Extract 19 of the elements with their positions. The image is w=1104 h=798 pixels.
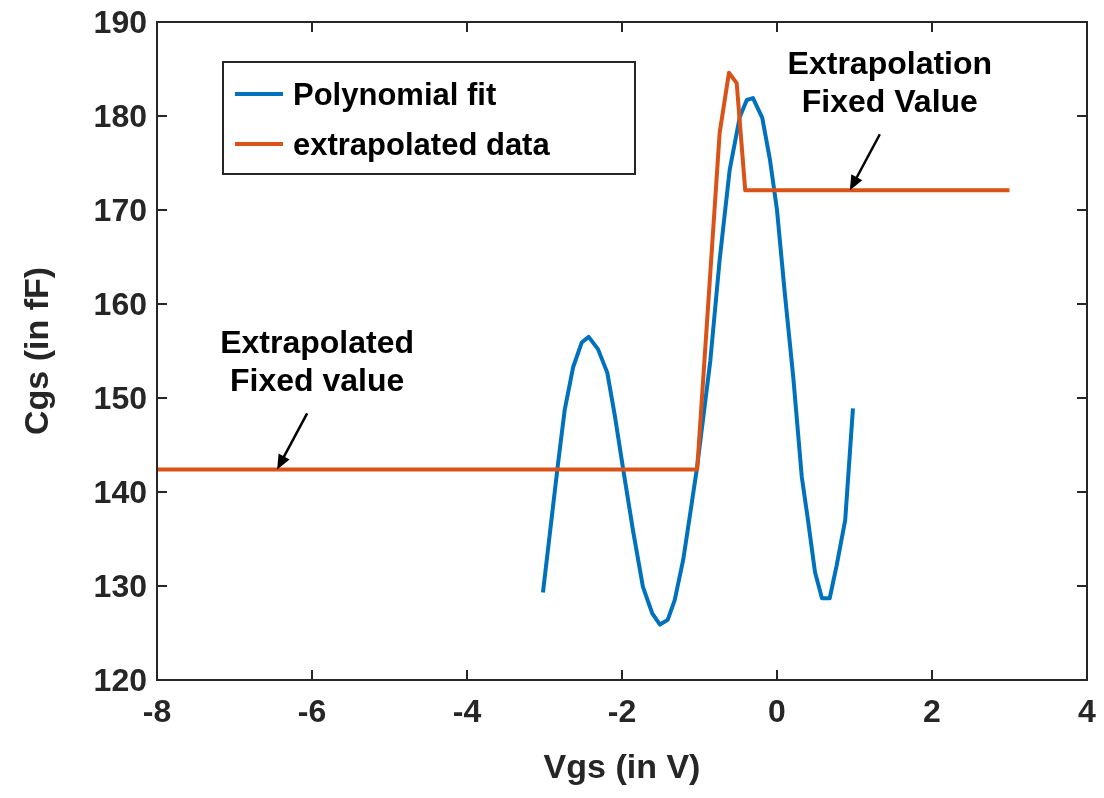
x-tick-label: 2 [923, 693, 941, 729]
y-tick-label: 170 [93, 192, 147, 228]
y-axis-title: Cgs (in fF) [17, 266, 55, 436]
legend-label: extrapolated data [293, 127, 551, 162]
y-tick-label: 130 [93, 568, 147, 604]
x-tick-label: -2 [607, 693, 637, 729]
x-tick-label: 4 [1078, 693, 1097, 729]
x-axis-title: Vgs (in V) [543, 747, 701, 785]
x-tick-label: 0 [768, 693, 786, 729]
x-tick-label: -4 [452, 693, 482, 729]
y-tick-label: 150 [93, 380, 147, 416]
y-tick-label: 160 [93, 286, 147, 322]
y-tick-label: 140 [93, 474, 147, 510]
x-tick-label: -6 [297, 693, 327, 729]
legend-label: Polynomial fit [293, 77, 497, 112]
y-tick-label: 180 [93, 98, 147, 134]
annotation: Extrapolation Fixed Value [787, 45, 993, 120]
y-tick-label: 190 [93, 4, 147, 40]
annotation: Extrapolated Fixed value [220, 324, 415, 399]
